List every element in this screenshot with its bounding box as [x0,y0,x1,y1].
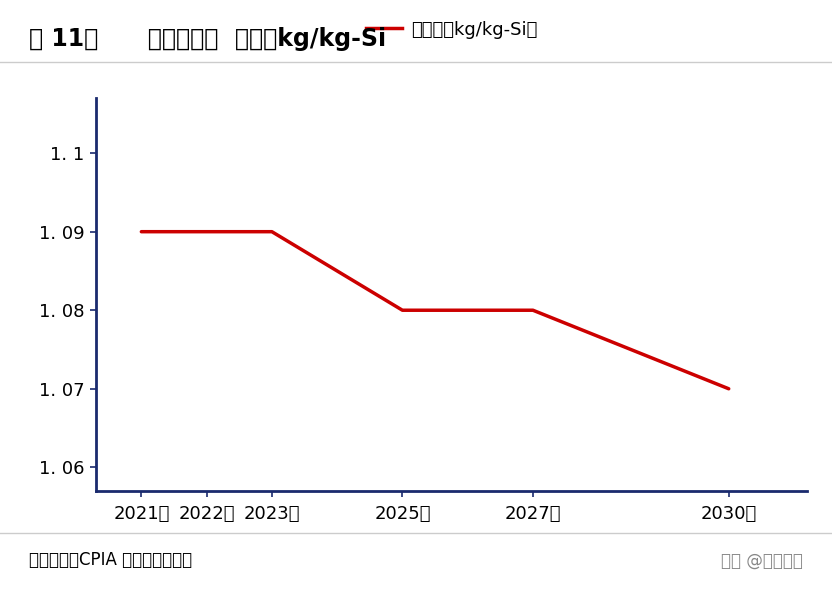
Legend: 硅单耗（kg/kg-Si）: 硅单耗（kg/kg-Si） [365,21,537,39]
Text: 数据来源：CPIA 中信期货研究所: 数据来源：CPIA 中信期货研究所 [29,552,192,569]
Text: 图 11：      硅单耗预期  单位：kg/kg-Si: 图 11： 硅单耗预期 单位：kg/kg-Si [29,27,386,51]
Text: 头条 @未来智库: 头条 @未来智库 [721,552,803,569]
